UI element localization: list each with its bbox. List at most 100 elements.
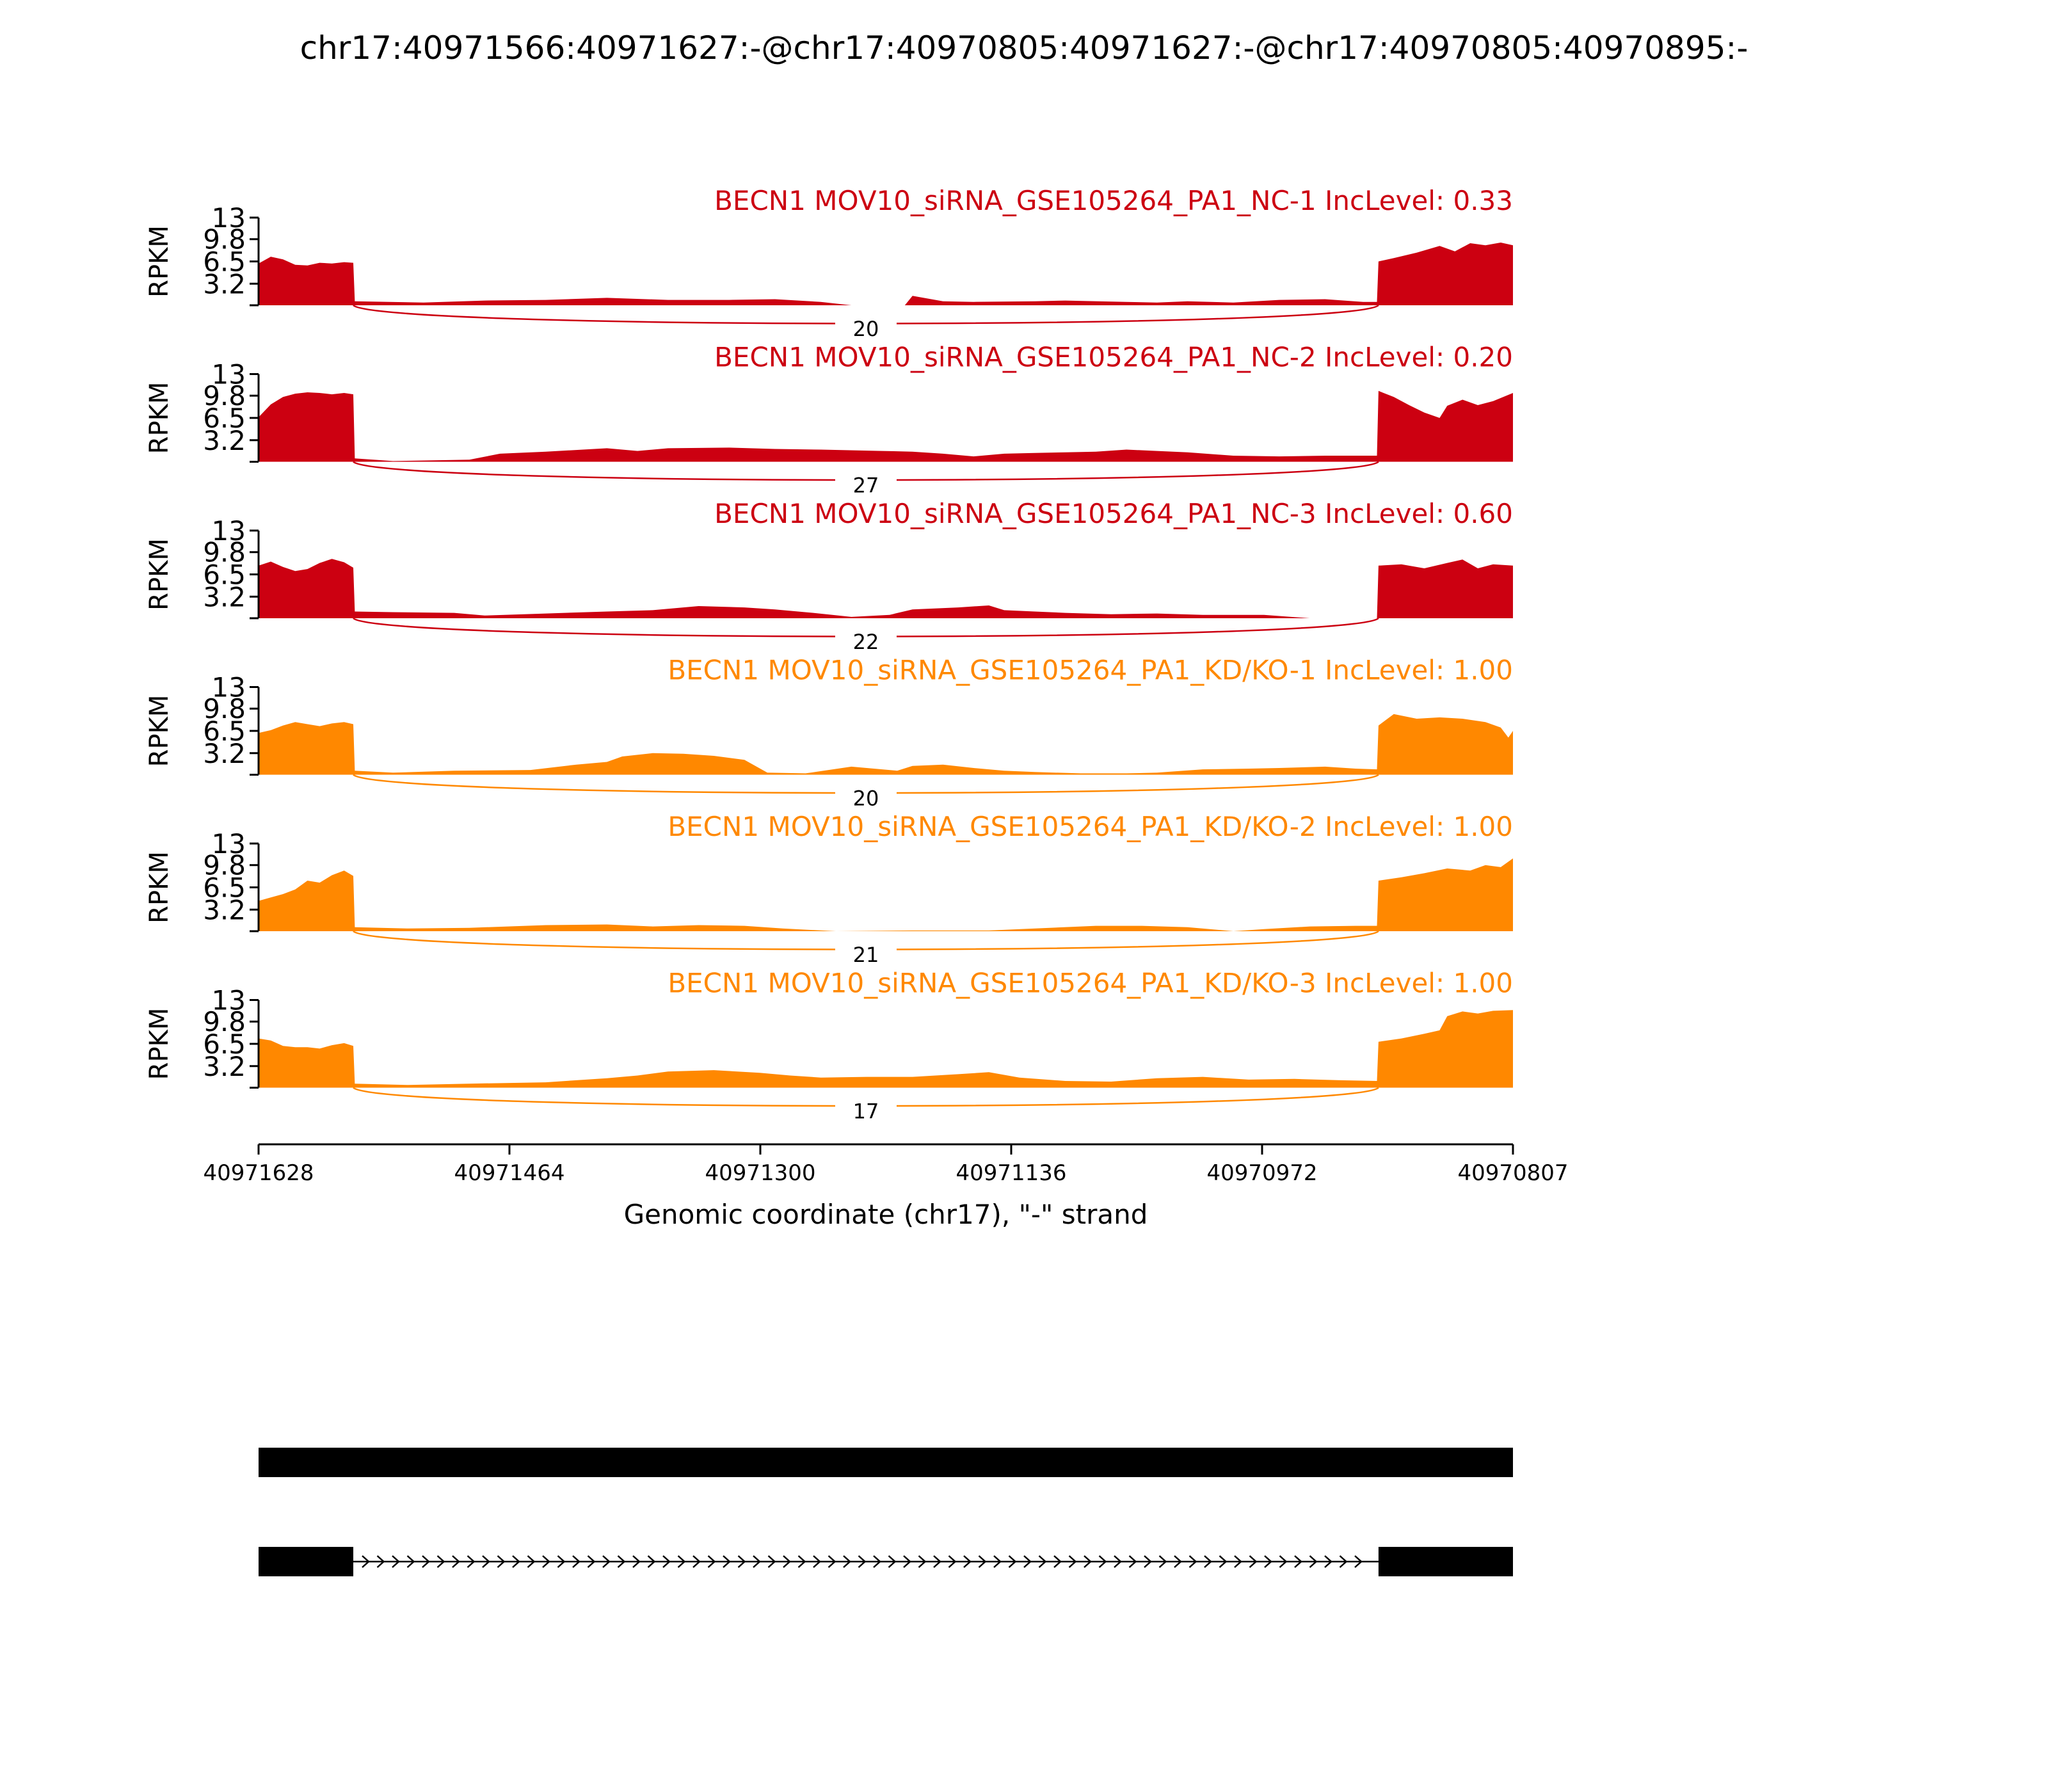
- strand-arrow: [888, 1555, 897, 1568]
- x-tick-label: 40971136: [956, 1160, 1066, 1186]
- coverage-track: 139.86.53.2 RPKM BECN1 MOV10_siRNA_GSE1052…: [145, 498, 1513, 655]
- strand-arrow: [1324, 1555, 1332, 1568]
- exon-block: [259, 1448, 1513, 1477]
- y-axis-label: RPKM: [145, 382, 174, 454]
- strand-arrow: [1098, 1555, 1107, 1568]
- y-tick-label: 9.8: [203, 850, 246, 881]
- strand-arrow: [392, 1555, 400, 1568]
- strand-arrow: [828, 1555, 836, 1568]
- strand-arrow: [1068, 1555, 1077, 1568]
- y-tick-label: 13: [212, 515, 246, 547]
- strand-arrow: [858, 1555, 867, 1568]
- strand-arrow: [452, 1555, 460, 1568]
- strand-arrow: [1279, 1555, 1288, 1568]
- y-tick-label: 6.5: [203, 246, 246, 278]
- chart-title: chr17:40971566:40971627:-@chr17:40970805…: [300, 29, 1748, 67]
- strand-arrow: [723, 1555, 731, 1568]
- y-tick-label: 9.8: [203, 380, 246, 412]
- strand-arrow: [1188, 1555, 1197, 1568]
- coverage-track: 139.86.53.2 RPKM BECN1 MOV10_siRNA_GSE1052…: [145, 811, 1513, 968]
- y-axis-label: RPKM: [145, 695, 174, 767]
- junction-label-box: [835, 314, 897, 342]
- y-tick-label: 6.5: [203, 716, 246, 747]
- track-title: BECN1 MOV10_siRNA_GSE105264_PA1_KD/KO-1 …: [668, 655, 1513, 686]
- strand-arrow: [933, 1555, 941, 1568]
- junction-label-box: [835, 627, 897, 655]
- strand-arrow: [918, 1555, 927, 1568]
- junction-count: 22: [853, 630, 879, 654]
- y-tick-label: 3.2: [203, 425, 246, 456]
- strand-arrow: [1158, 1555, 1167, 1568]
- strand-arrow: [737, 1555, 746, 1568]
- y-tick-label: 3.2: [203, 894, 246, 925]
- x-axis-label: Genomic coordinate (chr17), "-" strand: [624, 1199, 1148, 1230]
- junction-label-box: [835, 940, 897, 968]
- coverage-track: 139.86.53.2 RPKM BECN1 MOV10_siRNA_GSE1052…: [145, 655, 1513, 812]
- strand-arrow: [632, 1555, 641, 1568]
- junction-count: 20: [853, 317, 879, 341]
- strand-arrow: [873, 1555, 881, 1568]
- strand-arrow: [602, 1555, 611, 1568]
- coverage-track: 139.86.53.2 RPKM BECN1 MOV10_siRNA_GSE1052…: [145, 185, 1513, 342]
- junction-label-box: [835, 1096, 897, 1125]
- strand-arrow: [662, 1555, 671, 1568]
- strand-arrow: [1174, 1555, 1182, 1568]
- coverage-track: 139.86.53.2 RPKM BECN1 MOV10_siRNA_GSE1052…: [145, 968, 1513, 1125]
- y-tick-label: 3.2: [203, 738, 246, 769]
- strand-arrow: [512, 1555, 520, 1568]
- strand-arrow: [1249, 1555, 1258, 1568]
- strand-arrow: [482, 1555, 490, 1568]
- strand-arrow: [406, 1555, 415, 1568]
- coverage-track: 139.86.53.2 RPKM BECN1 MOV10_siRNA_GSE1052…: [145, 342, 1513, 499]
- strand-arrow: [1053, 1555, 1062, 1568]
- strand-arrow: [692, 1555, 701, 1568]
- x-tick-label: 40970807: [1457, 1160, 1568, 1186]
- strand-arrow: [557, 1555, 566, 1568]
- y-axis-label: RPKM: [145, 1008, 174, 1080]
- y-tick-label: 9.8: [203, 224, 246, 255]
- track-title: BECN1 MOV10_siRNA_GSE105264_PA1_NC-1 Inc…: [714, 185, 1513, 216]
- coverage-area: [259, 858, 1513, 931]
- strand-arrow: [1294, 1555, 1302, 1568]
- coverage-area: [259, 1010, 1513, 1088]
- strand-arrow: [1264, 1555, 1272, 1568]
- y-tick-label: 13: [212, 828, 246, 860]
- strand-arrow: [362, 1555, 370, 1568]
- strand-arrow: [753, 1555, 761, 1568]
- strand-arrow: [497, 1555, 506, 1568]
- junction-count: 17: [853, 1100, 879, 1124]
- strand-arrow: [1309, 1555, 1318, 1568]
- gene-model: [259, 1448, 1513, 1576]
- y-tick-label: 9.8: [203, 693, 246, 724]
- strand-arrow: [376, 1555, 385, 1568]
- strand-arrow: [422, 1555, 430, 1568]
- transcript: [259, 1448, 1513, 1477]
- x-tick-label: 40971628: [203, 1160, 314, 1186]
- track-title: BECN1 MOV10_siRNA_GSE105264_PA1_NC-3 Inc…: [714, 498, 1513, 529]
- track-title: BECN1 MOV10_siRNA_GSE105264_PA1_KD/KO-3 …: [668, 968, 1513, 999]
- strand-arrow: [617, 1555, 626, 1568]
- y-tick-label: 6.5: [203, 1028, 246, 1060]
- y-tick-label: 13: [212, 672, 246, 703]
- y-tick-label: 6.5: [203, 559, 246, 591]
- strand-arrow: [1038, 1555, 1047, 1568]
- y-tick-label: 3.2: [203, 268, 246, 300]
- y-tick-label: 6.5: [203, 872, 246, 904]
- strand-arrow: [527, 1555, 536, 1568]
- strand-arrow: [1354, 1555, 1363, 1568]
- strand-arrow: [707, 1555, 716, 1568]
- coverage-area: [259, 714, 1513, 775]
- strand-arrow: [572, 1555, 580, 1568]
- strand-arrow: [783, 1555, 791, 1568]
- x-tick-label: 40971300: [705, 1160, 815, 1186]
- strand-arrow: [1084, 1555, 1092, 1568]
- strand-arrow: [542, 1555, 550, 1568]
- strand-arrow: [436, 1555, 445, 1568]
- y-axis-label: RPKM: [145, 225, 174, 298]
- junction-count: 27: [853, 474, 879, 498]
- strand-arrow: [1128, 1555, 1137, 1568]
- coverage-area: [259, 390, 1513, 462]
- strand-arrow: [797, 1555, 806, 1568]
